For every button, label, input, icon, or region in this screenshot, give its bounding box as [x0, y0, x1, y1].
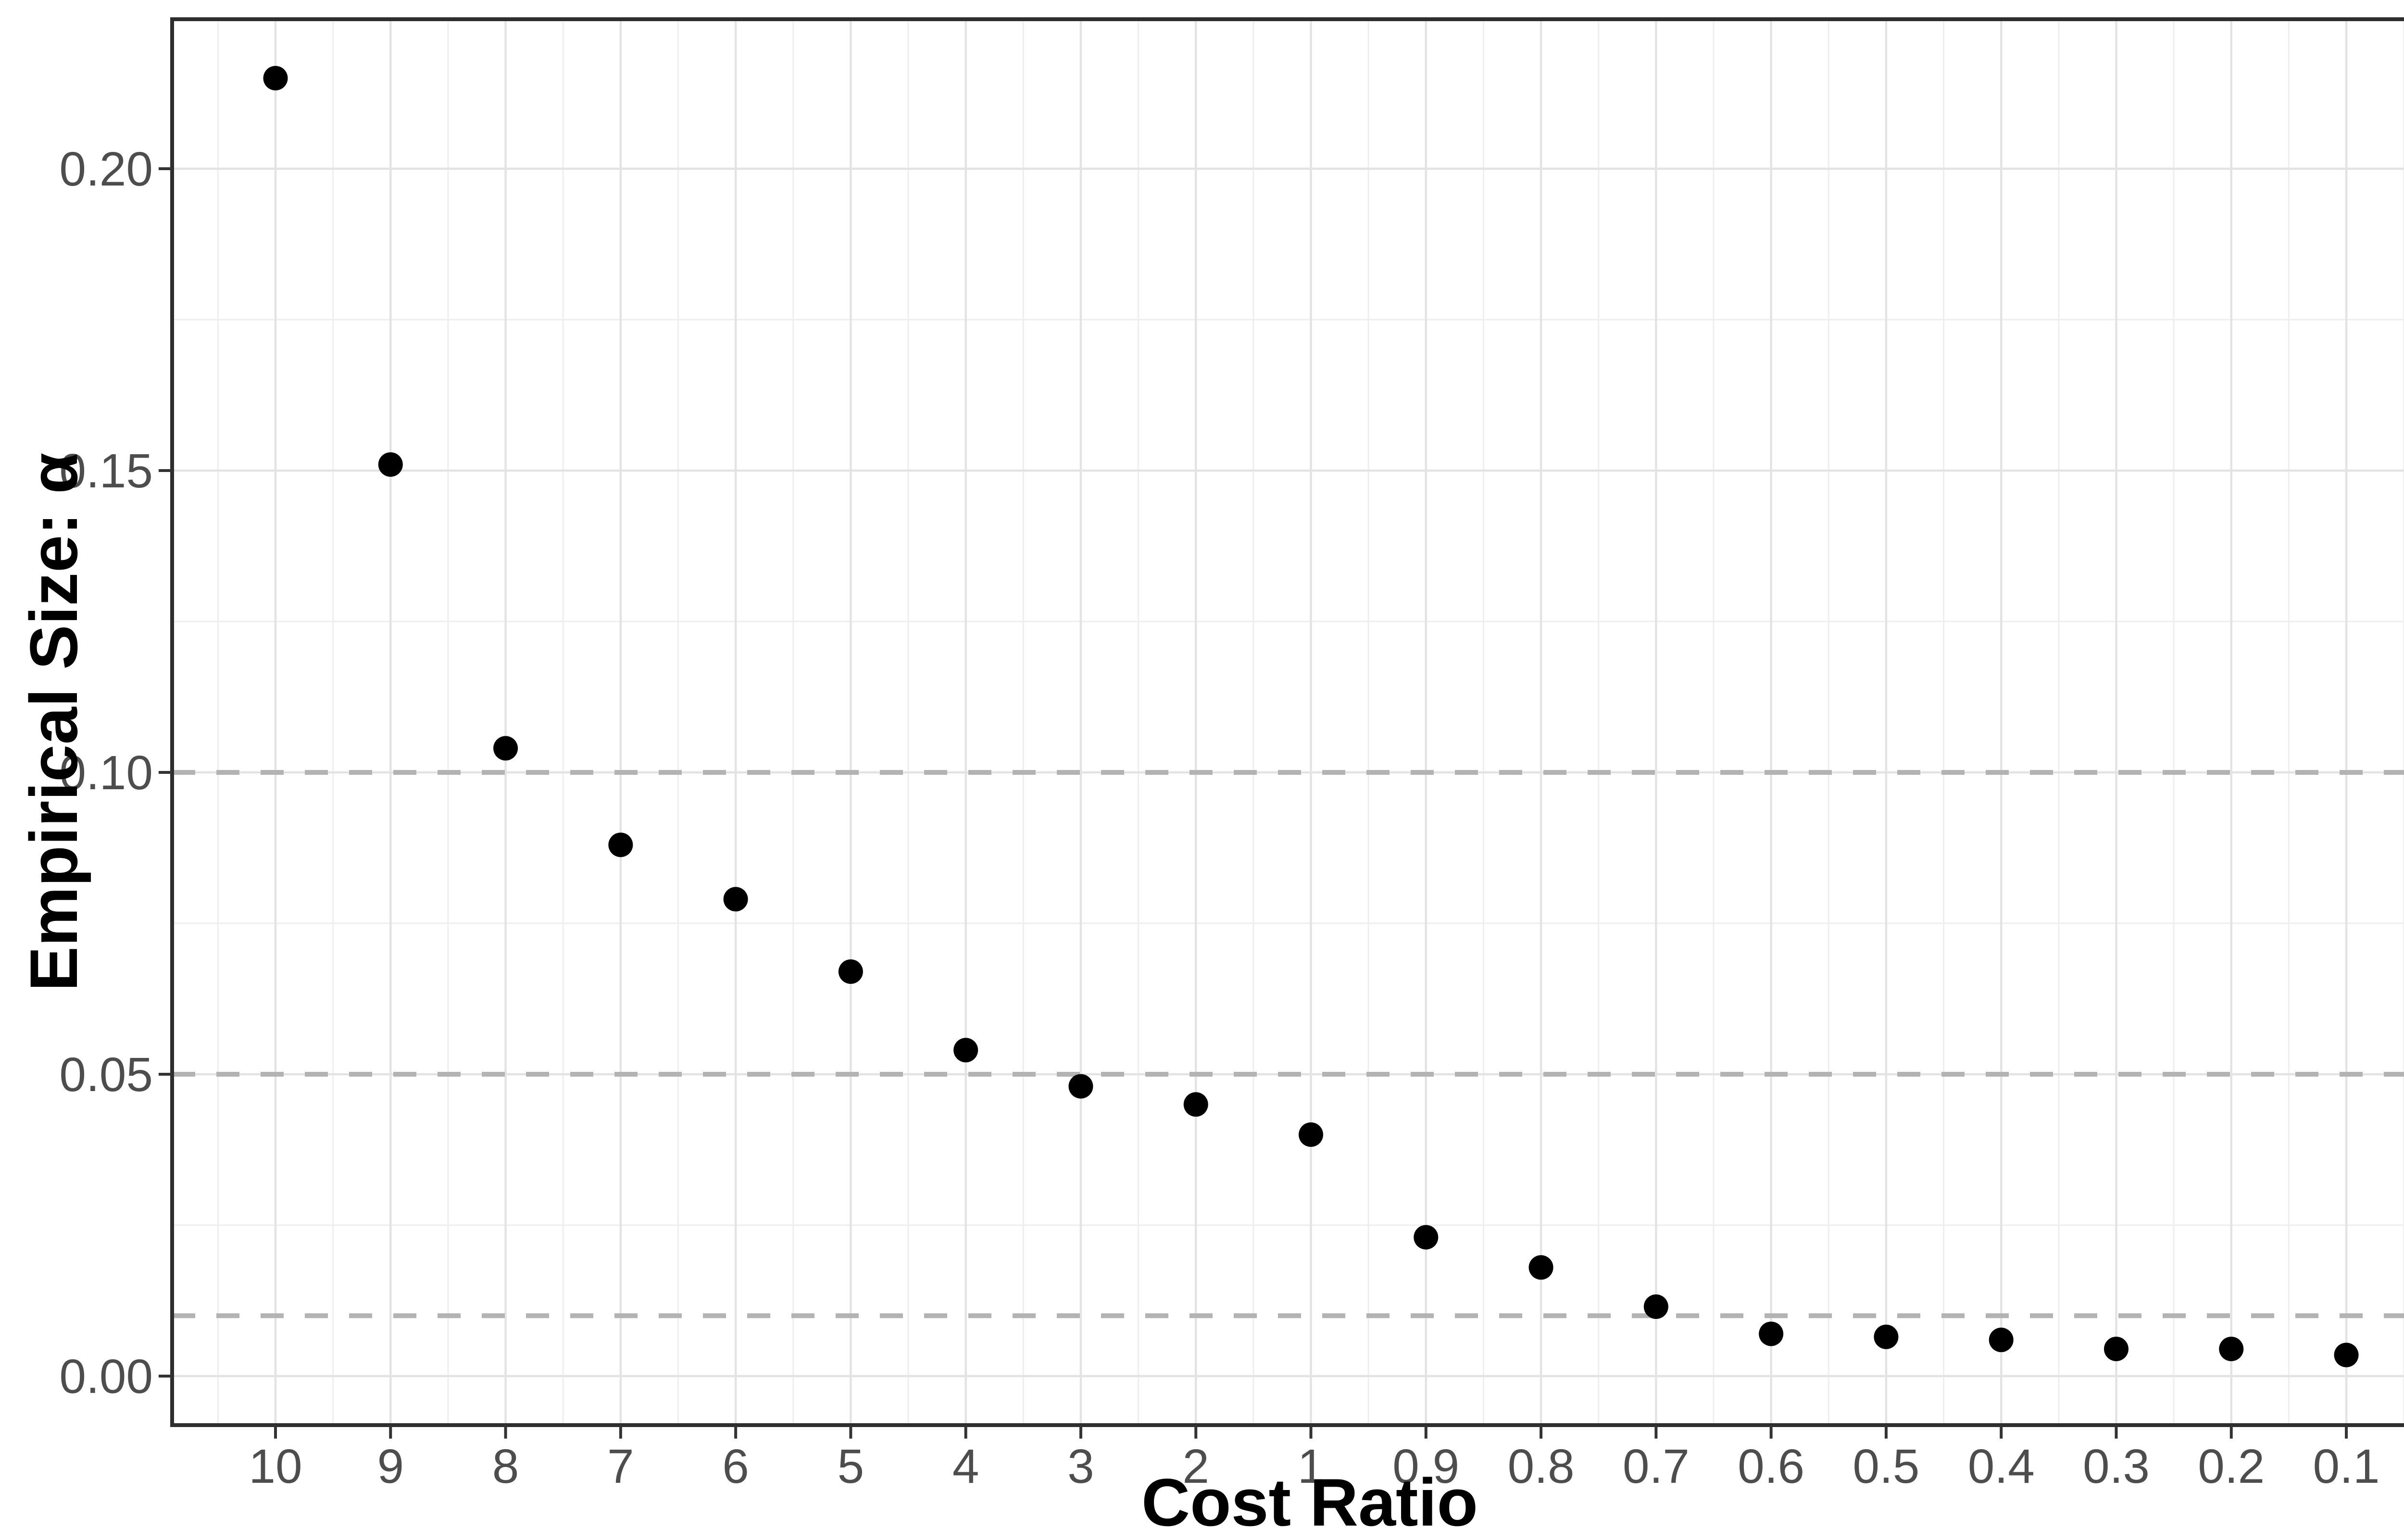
x-tick-label: 0.9 [1392, 1440, 1459, 1493]
data-point [1528, 1255, 1553, 1280]
data-point [2104, 1336, 2129, 1361]
x-tick-label: 6 [722, 1440, 749, 1493]
data-point [2334, 1342, 2359, 1367]
data-point [953, 1038, 978, 1063]
plot-panel [172, 19, 2404, 1425]
data-point [723, 887, 748, 912]
x-tick-label: 2 [1182, 1440, 1209, 1493]
data-point [1989, 1328, 2014, 1353]
x-tick-label: 3 [1067, 1440, 1094, 1493]
y-tick-label: 0.00 [59, 1350, 153, 1403]
x-tick-label: 0.5 [1853, 1440, 1919, 1493]
data-point [608, 832, 633, 857]
x-tick-label: 0.3 [2083, 1440, 2150, 1493]
x-tick-label: 8 [492, 1440, 519, 1493]
data-point [493, 736, 518, 761]
data-point [1874, 1324, 1899, 1349]
x-tick-label: 1 [1298, 1440, 1325, 1493]
x-tick-label: 0.4 [1968, 1440, 2035, 1493]
x-tick-label: 0.2 [2198, 1440, 2265, 1493]
data-point [838, 959, 863, 984]
data-point [2219, 1336, 2244, 1361]
x-tick-label: 10 [249, 1440, 302, 1493]
x-tick-label: 0.6 [1738, 1440, 1804, 1493]
x-tick-label: 5 [838, 1440, 864, 1493]
x-tick-label: 0.8 [1508, 1440, 1575, 1493]
y-tick-label: 0.10 [59, 746, 153, 800]
x-tick-label: 7 [607, 1440, 634, 1493]
x-tick-label: 0.7 [1623, 1440, 1690, 1493]
data-point [1414, 1225, 1439, 1250]
data-point [1759, 1321, 1784, 1346]
y-tick-label: 0.20 [59, 142, 153, 196]
data-point [1643, 1294, 1668, 1319]
data-point [378, 452, 403, 477]
x-axis-title: Cost Ratio [1141, 1465, 1478, 1540]
y-tick-label: 0.05 [59, 1048, 153, 1102]
x-tick-label: 9 [377, 1440, 404, 1493]
data-point [263, 66, 288, 91]
data-point [1183, 1092, 1208, 1117]
data-point [1068, 1074, 1093, 1099]
x-tick-label: 0.1 [2313, 1440, 2380, 1493]
y-axis-title: Empirical Size: α [16, 452, 91, 992]
x-tick-label: 4 [952, 1440, 979, 1493]
y-tick-label: 0.15 [59, 444, 153, 498]
data-point [1299, 1122, 1324, 1147]
